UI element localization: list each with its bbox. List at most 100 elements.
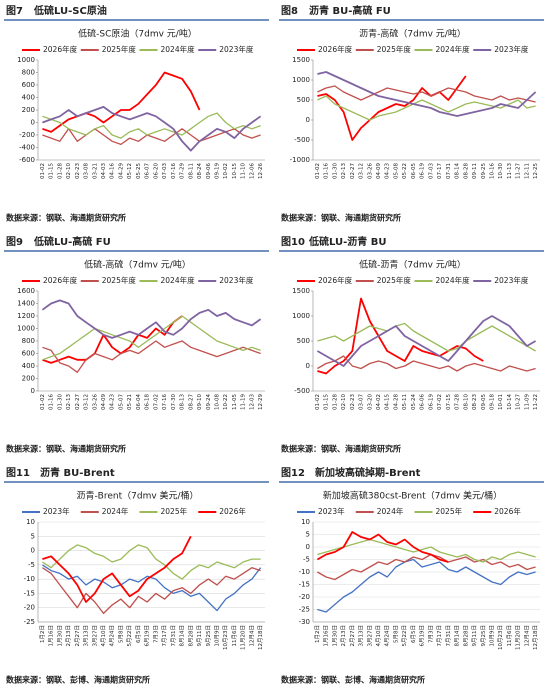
x-tick-label: 02-27	[350, 163, 356, 179]
legend-label: 2023年度	[494, 44, 529, 54]
series-line	[317, 558, 536, 613]
x-tick-label: 01-15	[324, 394, 330, 410]
figure-label: 图7	[6, 5, 23, 17]
x-tick-label: 08-23	[472, 394, 478, 410]
x-tick-label: 05-12	[127, 163, 133, 179]
x-tick-label: 04-09	[101, 394, 107, 410]
source-note: 数据来源：钢联、海通期货研究所	[281, 444, 401, 454]
y-tick-label: 400	[22, 362, 35, 370]
x-tick-label: 3月27日	[366, 625, 373, 647]
x-tick-label: 01-28	[57, 163, 63, 179]
y-tick-label: -1000	[290, 156, 310, 164]
source-note: 数据来源：钢联、海通期货研究所	[281, 213, 401, 223]
x-tick-label: 09-05	[481, 394, 487, 410]
series-line	[317, 355, 536, 372]
legend-label: 2023年	[318, 506, 345, 516]
figure-title: 低硫LU-SC原油	[33, 4, 107, 17]
series-line	[42, 315, 183, 364]
x-tick-label: 08-11	[188, 163, 194, 179]
figure-panel: 图10 低硫LU-沥青 BU 低硫-沥青（7dmv 元/吨） 2026年度 2025年度…	[279, 235, 544, 454]
x-tick-label: 7月3日	[427, 625, 434, 643]
x-tick-label: 7月31日	[445, 625, 452, 647]
y-tick-label: -400	[19, 144, 35, 152]
x-tick-label: 7月31日	[170, 625, 177, 647]
x-tick-label: 05-11	[402, 394, 408, 410]
series-line	[42, 564, 262, 612]
x-tick-label: 04-29	[118, 163, 124, 179]
figure-label: 图12	[281, 467, 305, 479]
x-tick-label: 3月13日	[83, 625, 90, 647]
x-tick-label: 10月9日	[213, 625, 220, 647]
x-tick-label: 11月6日	[506, 625, 513, 647]
x-tick-label: 04-09	[376, 163, 382, 179]
x-tick-label: 6月5日	[410, 625, 417, 643]
legend-label: 2025年	[161, 506, 188, 516]
x-tick-label: 2月13日	[340, 625, 347, 647]
figure-label: 图9	[6, 236, 23, 248]
series-line	[42, 71, 201, 133]
x-tick-label: 5月8日	[392, 625, 399, 643]
x-tick-label: 08-28	[463, 163, 469, 179]
legend-label: 2026年	[219, 506, 246, 516]
figure-title: 沥青 BU-Brent	[40, 466, 115, 479]
x-tick-label: 4月24日	[109, 625, 116, 647]
x-tick-label: 11-19	[241, 394, 247, 410]
figure-title: 新加坡高硫掉期-Brent	[315, 466, 421, 479]
x-tick-label: 03-20	[367, 394, 373, 410]
x-tick-label: 09-19	[214, 163, 220, 179]
series-line	[317, 322, 536, 352]
chart-title: 低硫-SC原油（7dmv 元/吨）	[78, 28, 197, 40]
x-tick-label: 5月8日	[117, 625, 124, 643]
x-tick-label: 10月23日	[222, 625, 229, 650]
legend-label: 2023年	[43, 506, 70, 516]
x-tick-label: 09-06	[206, 163, 212, 179]
x-tick-label: 09-24	[206, 394, 212, 410]
x-tick-label: 01-15	[49, 163, 55, 179]
x-tick-label: 07-02	[437, 394, 443, 410]
x-tick-label: 10-15	[232, 163, 238, 179]
y-tick-label: -5	[28, 561, 35, 569]
legend-label: 2024年	[102, 506, 129, 516]
x-tick-label: 07-02	[153, 394, 159, 410]
x-tick-label: 01-02	[40, 163, 46, 179]
x-tick-label: 03-26	[92, 394, 98, 410]
x-tick-label: 1月30日	[331, 625, 338, 647]
x-tick-label: 7月17日	[161, 625, 168, 647]
x-tick-label: 11月6日	[231, 625, 238, 647]
figure-label: 图10	[281, 236, 305, 248]
figure-panel: 图8 沥青 BU-高硫 FU 沥青-高硫（7dmv 元/吨） 2026年度 2025年度…	[279, 4, 544, 223]
y-tick-label: 10	[301, 518, 310, 526]
x-tick-label: 03-21	[92, 163, 98, 179]
y-tick-label: -5	[303, 556, 310, 564]
source-note: 数据来源：钢联、彭博、海通期货研究所	[6, 675, 150, 685]
series-line	[42, 315, 261, 361]
series-line	[42, 128, 261, 146]
source-note: 数据来源：钢联、彭博、海通期货研究所	[281, 675, 425, 685]
x-tick-label: 03-26	[367, 163, 373, 179]
series-line	[42, 340, 261, 373]
legend-label: 2026年度	[43, 275, 78, 285]
y-tick-label: 5	[31, 532, 35, 540]
x-tick-label: 01-02	[315, 394, 321, 410]
x-tick-label: 7月3日	[152, 625, 159, 643]
x-tick-label: 11-13	[507, 163, 513, 179]
source-note: 数据来源：钢联、海通期货研究所	[6, 213, 126, 223]
figure-panel: 图12 新加坡高硫掉期-Brent 新加坡高硫380cst-Brent（7dmv 美…	[279, 466, 544, 685]
series-line	[317, 71, 537, 117]
y-tick-label: 0	[306, 543, 310, 551]
y-tick-label: 0	[31, 119, 35, 127]
y-tick-label: 1500	[292, 56, 310, 64]
figure-title: 低硫LU-高硫 FU	[33, 235, 111, 248]
legend-label: 2026年	[494, 506, 521, 516]
legend-label: 2024年度	[161, 44, 196, 54]
y-tick-label: 1500	[292, 287, 310, 295]
x-tick-label: 7月17日	[436, 625, 443, 647]
x-tick-label: 12-03	[249, 394, 255, 410]
x-tick-label: 06-19	[420, 163, 426, 179]
y-tick-label: 1000	[17, 56, 35, 64]
figure-panel: 图9 低硫LU-高硫 FU 低硫-高硫（7dmv 元/吨） 2026年度 2025年度 2…	[4, 235, 269, 454]
x-tick-label: 11-05	[232, 394, 238, 410]
x-tick-label: 06-18	[145, 394, 151, 410]
y-tick-label: -600	[19, 156, 35, 164]
x-tick-label: 3月27日	[91, 625, 98, 647]
